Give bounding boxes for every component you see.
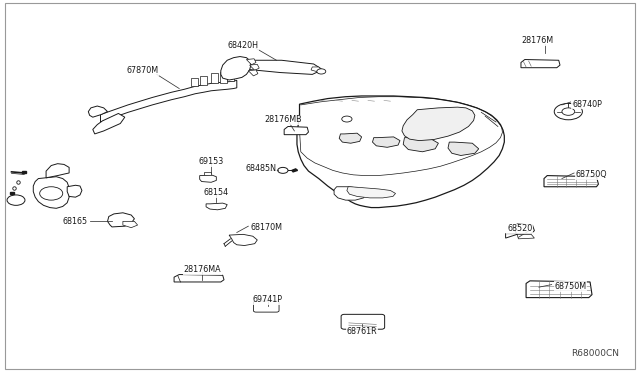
Polygon shape: [204, 172, 211, 175]
Polygon shape: [220, 71, 227, 83]
Text: 68154: 68154: [204, 188, 229, 197]
Text: 69741P: 69741P: [253, 295, 282, 304]
Polygon shape: [200, 76, 207, 85]
Polygon shape: [292, 169, 298, 172]
FancyBboxPatch shape: [253, 301, 279, 312]
Polygon shape: [237, 60, 321, 74]
Polygon shape: [67, 185, 82, 197]
Text: 69153: 69153: [198, 157, 224, 166]
Polygon shape: [211, 73, 218, 83]
Polygon shape: [403, 138, 438, 152]
Polygon shape: [174, 275, 224, 282]
Polygon shape: [227, 69, 234, 81]
FancyBboxPatch shape: [341, 314, 385, 329]
Polygon shape: [248, 70, 258, 76]
Text: 68761R: 68761R: [347, 327, 378, 336]
Polygon shape: [284, 126, 308, 135]
Polygon shape: [506, 224, 534, 238]
Text: 28176M: 28176M: [522, 36, 554, 45]
Polygon shape: [297, 96, 504, 208]
Polygon shape: [33, 177, 69, 208]
Text: 68420H: 68420H: [228, 41, 259, 50]
Polygon shape: [311, 67, 321, 71]
Polygon shape: [221, 57, 251, 80]
Polygon shape: [517, 234, 534, 239]
Polygon shape: [246, 59, 256, 65]
Polygon shape: [191, 78, 198, 86]
Polygon shape: [123, 221, 138, 228]
Text: 68750Q: 68750Q: [576, 170, 607, 179]
Text: 28176MA: 28176MA: [184, 265, 221, 274]
Text: 68170M: 68170M: [251, 223, 283, 232]
Text: 68485N: 68485N: [246, 164, 276, 173]
Circle shape: [7, 195, 25, 205]
Text: 68740P: 68740P: [572, 100, 602, 109]
Polygon shape: [339, 133, 362, 143]
Circle shape: [342, 116, 352, 122]
Polygon shape: [206, 203, 227, 210]
Text: 68520: 68520: [507, 224, 532, 233]
Polygon shape: [347, 187, 396, 198]
Polygon shape: [88, 106, 108, 117]
Text: 67870M: 67870M: [126, 66, 158, 75]
Circle shape: [317, 69, 326, 74]
Circle shape: [40, 187, 63, 200]
Polygon shape: [100, 80, 237, 122]
Polygon shape: [46, 164, 69, 178]
Text: R68000CN: R68000CN: [572, 349, 620, 358]
Text: 68165: 68165: [63, 217, 88, 226]
Polygon shape: [402, 107, 475, 141]
Polygon shape: [93, 113, 125, 134]
Polygon shape: [200, 175, 216, 182]
Circle shape: [554, 103, 582, 120]
Polygon shape: [250, 64, 259, 70]
Polygon shape: [544, 176, 598, 187]
Polygon shape: [10, 192, 14, 194]
Circle shape: [562, 108, 575, 115]
Polygon shape: [526, 281, 592, 298]
Polygon shape: [372, 137, 400, 147]
Text: 68750M: 68750M: [554, 282, 586, 291]
Polygon shape: [521, 60, 560, 68]
Polygon shape: [108, 213, 134, 227]
Polygon shape: [334, 187, 366, 200]
Text: 28176MB: 28176MB: [264, 115, 301, 124]
Polygon shape: [448, 142, 479, 155]
Polygon shape: [229, 234, 257, 246]
Circle shape: [278, 167, 288, 173]
Polygon shape: [22, 171, 26, 173]
